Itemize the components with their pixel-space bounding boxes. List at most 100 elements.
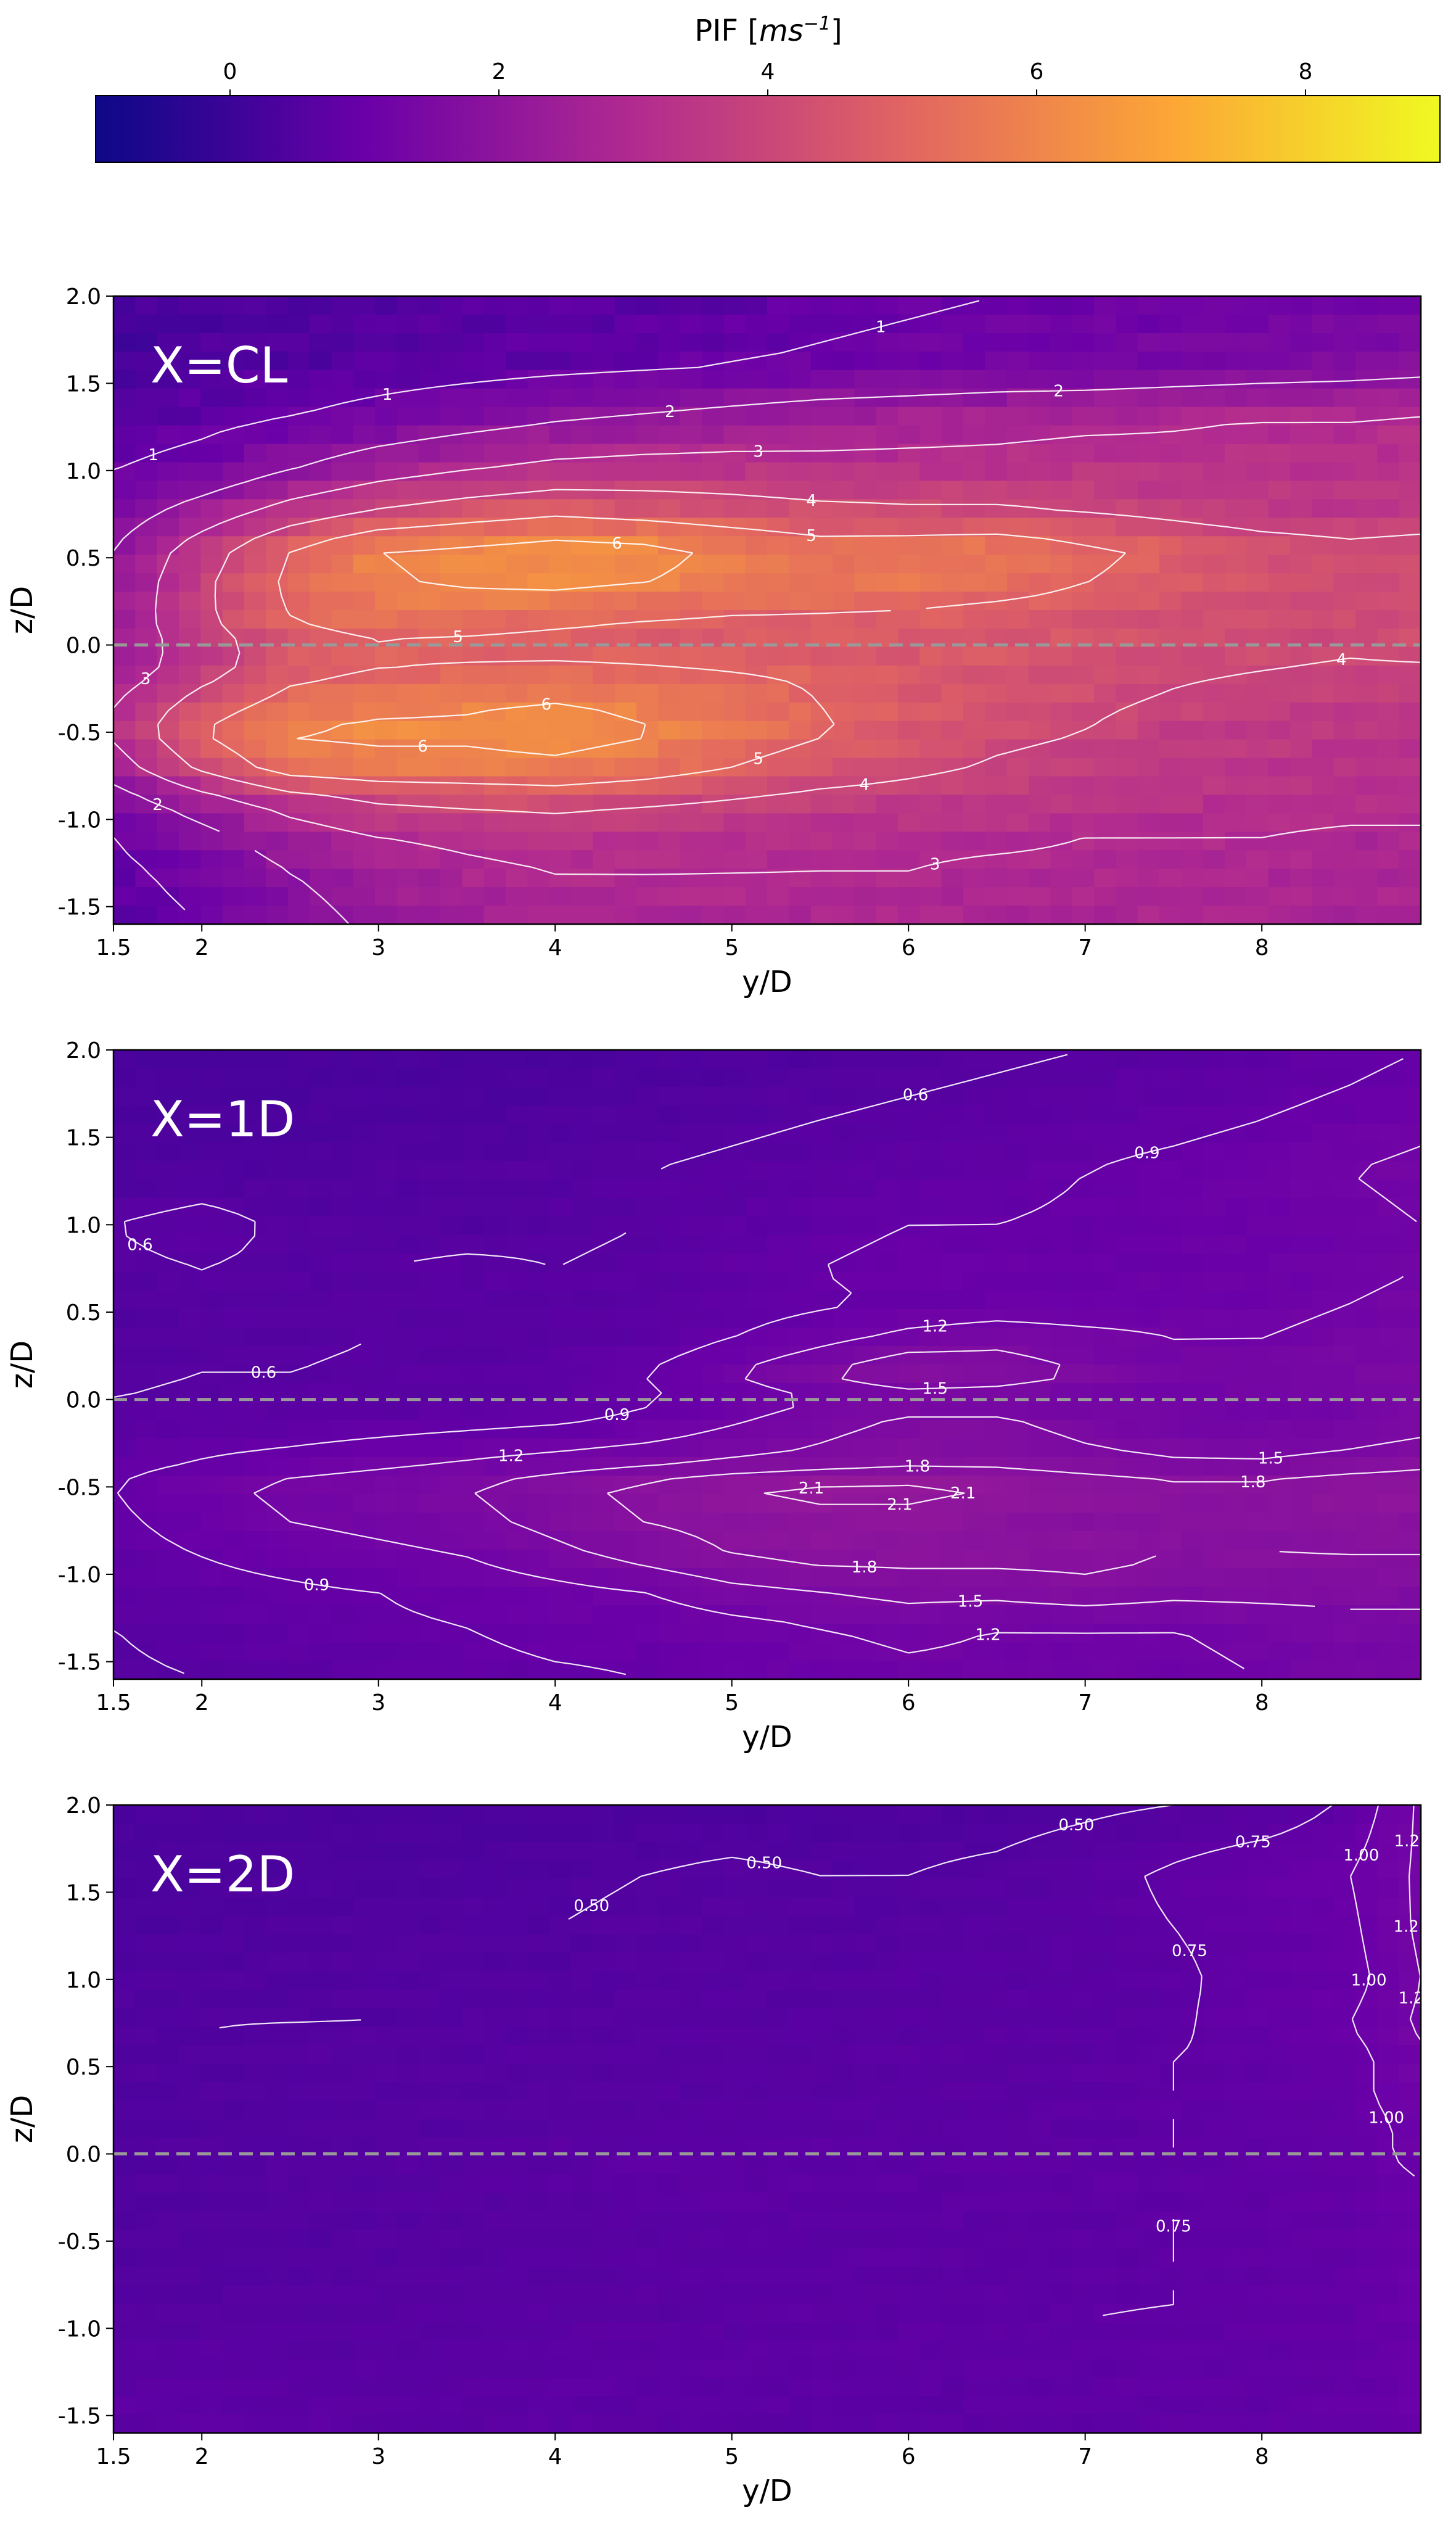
heatmap-cell [1246,1179,1269,1199]
heatmap-cell [157,1328,179,1347]
heatmap-cell [483,1550,506,1569]
heatmap-cell [397,296,419,315]
heatmap-cell [963,1161,985,1180]
heatmap-cell [810,684,833,703]
heatmap-cell [331,536,354,555]
contour-label: 4 [1336,651,1347,669]
heatmap-cell [113,1050,136,1069]
heatmap-cell [549,592,572,611]
heatmap-cell [1333,1915,1356,1935]
heatmap-cell [483,813,506,832]
heatmap-cell [919,1216,942,1236]
x-tick-label: 6 [902,935,916,960]
heatmap-cell [702,536,724,555]
heatmap-cell [1290,1624,1312,1643]
heatmap-cell [375,721,397,740]
heatmap-cell [1006,1934,1029,1954]
heatmap-cell [1029,1550,1051,1569]
heatmap-cell [418,646,441,666]
heatmap-cell [418,1568,441,1587]
heatmap-cell [310,1161,332,1180]
heatmap-cell [506,646,528,666]
heatmap-cell [310,1235,332,1254]
heatmap-cell [767,1124,789,1143]
heatmap-cell [310,1179,332,1199]
heatmap-cell [244,832,266,851]
heatmap-cell [1333,832,1356,851]
heatmap-cell [1333,518,1356,537]
heatmap-cell [310,296,332,315]
heatmap-cell [1377,1476,1400,1495]
heatmap-cell [157,1805,179,1824]
heatmap-cell [157,869,179,888]
heatmap-cell [723,296,746,315]
heatmap-cell [876,1254,899,1273]
heatmap-cell [331,1198,354,1217]
heatmap-cell [876,813,899,832]
heatmap-cell [963,573,985,592]
heatmap-cell [1268,906,1291,924]
heatmap-cell [310,646,332,666]
heatmap-cell [135,887,158,906]
heatmap-cell [179,1068,201,1088]
heatmap-cell [636,1328,659,1347]
heatmap-cell [614,1989,637,2009]
heatmap-cell [680,1550,702,1569]
heatmap-cell [1050,1878,1073,1898]
heatmap-cell [135,832,158,851]
heatmap-cell [1333,1216,1356,1236]
heatmap-cell [113,1587,136,1606]
heatmap-cell [331,2008,354,2027]
heatmap-cell [1159,2026,1182,2046]
heatmap-cell [1355,333,1378,352]
heatmap-cell [527,1198,550,1217]
heatmap-cell [1290,573,1312,592]
heatmap-cell [680,739,702,759]
heatmap-cell [157,1105,179,1125]
heatmap-cell [1355,1365,1378,1384]
heatmap-cell [1246,481,1269,500]
heatmap-cell [941,518,964,537]
heatmap-cell [1137,425,1160,445]
heatmap-cell [179,1550,201,1569]
heatmap-cell [1006,1915,1029,1935]
heatmap-cell [266,499,289,518]
heatmap-cell [1137,1105,1160,1125]
heatmap-cell [941,407,964,426]
heatmap-cell [1225,869,1247,888]
heatmap-cell [266,1272,289,1291]
heatmap-cell [1290,1402,1312,1421]
heatmap-cell [745,887,768,906]
heatmap-cell [1268,1235,1291,1254]
heatmap-cell [527,665,550,685]
heatmap-cell [941,739,964,759]
heatmap-cell [506,813,528,832]
heatmap-cell [1333,1841,1356,1861]
heatmap-cell [1399,592,1421,611]
heatmap-cell [593,1550,615,1569]
heatmap-cell [854,1934,877,1954]
heatmap-cell [222,721,245,740]
heatmap-cell [244,1179,266,1199]
heatmap-cell [767,813,789,832]
heatmap-cell [723,1915,746,1935]
heatmap-cell [397,739,419,759]
heatmap-cell [418,813,441,832]
heatmap-cell [310,1068,332,1088]
heatmap-cell [527,721,550,740]
heatmap-cell [789,481,812,500]
heatmap-cell [1181,887,1204,906]
heatmap-cell [1029,1161,1051,1180]
heatmap-cell [1137,333,1160,352]
heatmap-cell [113,1309,136,1328]
heatmap-cell [702,1291,724,1310]
heatmap-cell [1006,1989,1029,2009]
heatmap-cell [1312,1309,1335,1328]
heatmap-cell [331,646,354,666]
heatmap-cell [985,1124,1008,1143]
heatmap-cell [375,1550,397,1569]
heatmap-cell [1203,481,1225,500]
heatmap-cell [1290,739,1312,759]
